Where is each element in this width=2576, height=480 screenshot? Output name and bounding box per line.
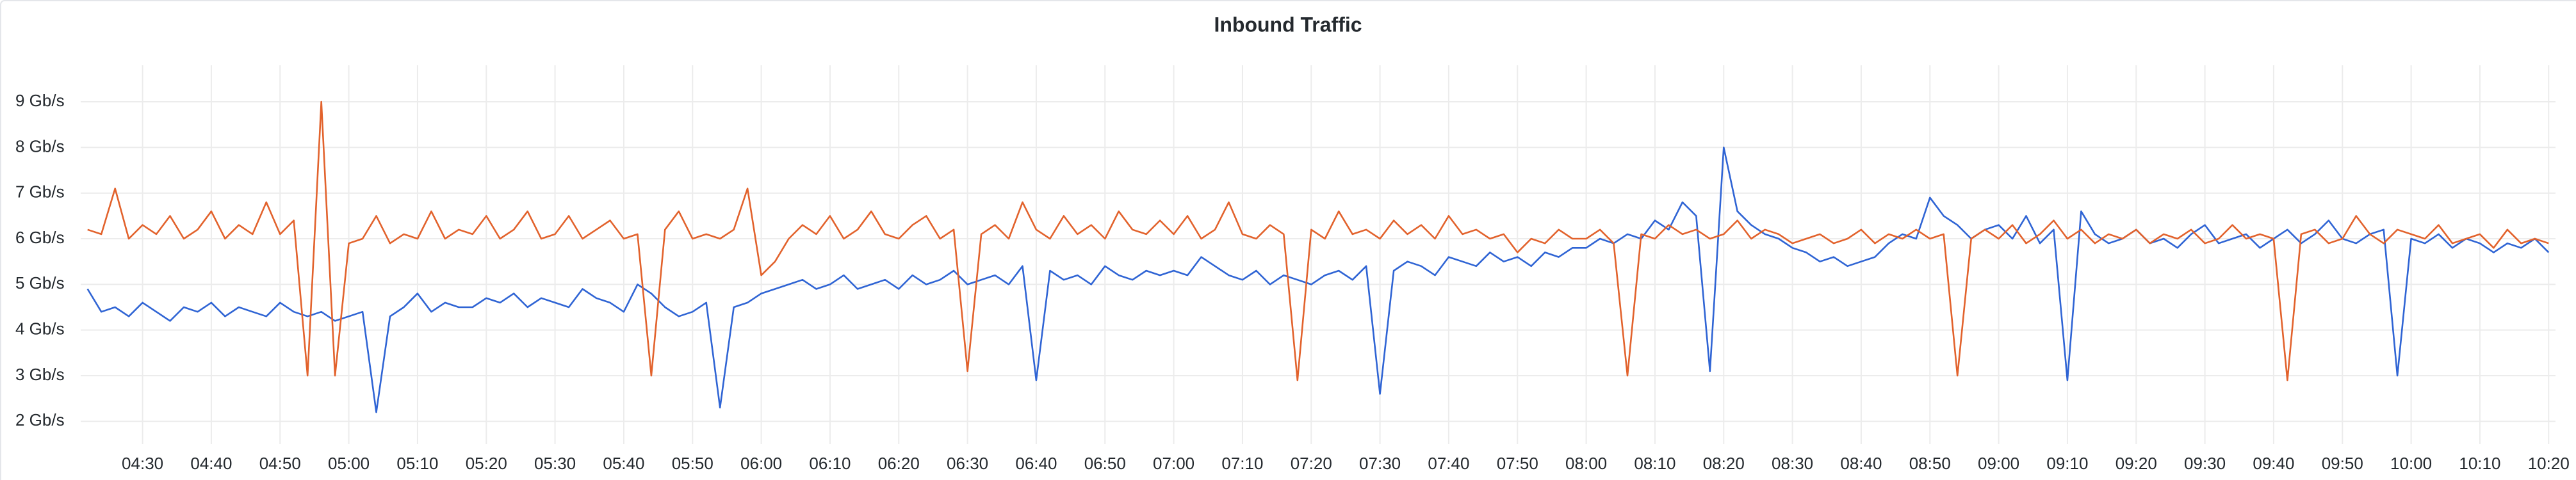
x-tick-label: 09:00 — [1978, 454, 2019, 473]
x-tick-label: 07:30 — [1359, 454, 1401, 473]
x-tick-label: 06:20 — [878, 454, 920, 473]
x-tick-label: 06:30 — [947, 454, 988, 473]
x-tick-label: 09:30 — [2184, 454, 2226, 473]
x-tick-label: 08:10 — [1634, 454, 1675, 473]
x-tick-label: 09:40 — [2253, 454, 2294, 473]
x-tick-label: 10:00 — [2390, 454, 2432, 473]
x-tick-label: 07:00 — [1153, 454, 1194, 473]
x-tick-label: 05:10 — [396, 454, 438, 473]
series-line — [87, 100, 2549, 381]
x-tick-label: 09:10 — [2046, 454, 2088, 473]
x-tick-label: 08:00 — [1565, 454, 1607, 473]
x-tick-label: 06:40 — [1015, 454, 1057, 473]
x-tick-label: 09:20 — [2115, 454, 2157, 473]
x-tick-label: 06:10 — [809, 454, 851, 473]
x-tick-label: 05:40 — [603, 454, 644, 473]
x-tick-label: 07:50 — [1497, 454, 1538, 473]
y-tick-label: 6 Gb/s — [15, 228, 65, 247]
x-tick-label: 07:10 — [1221, 454, 1263, 473]
x-tick-label: 10:10 — [2459, 454, 2500, 473]
x-tick-label: 08:40 — [1840, 454, 1882, 473]
x-tick-label: 07:20 — [1291, 454, 1332, 473]
y-tick-label: 8 Gb/s — [15, 136, 65, 156]
x-tick-label: 08:50 — [1909, 454, 1951, 473]
x-tick-label: 05:30 — [534, 454, 576, 473]
y-tick-label: 2 Gb/s — [15, 410, 65, 429]
y-tick-label: 3 Gb/s — [15, 365, 65, 384]
x-tick-label: 08:20 — [1703, 454, 1745, 473]
y-tick-label: 9 Gb/s — [15, 91, 65, 110]
x-tick-label: 06:50 — [1084, 454, 1126, 473]
x-tick-label: 04:40 — [190, 454, 232, 473]
x-tick-label: 10:20 — [2528, 454, 2570, 473]
y-tick-label: 7 Gb/s — [15, 182, 65, 202]
x-tick-label: 09:50 — [2322, 454, 2363, 473]
x-tick-label: 08:30 — [1772, 454, 1813, 473]
x-tick-label: 04:50 — [259, 454, 301, 473]
x-tick-label: 06:00 — [740, 454, 782, 473]
x-tick-label: 04:30 — [122, 454, 163, 473]
x-tick-label: 05:20 — [466, 454, 507, 473]
chart-title: Inbound Traffic — [1214, 13, 1362, 36]
y-tick-label: 5 Gb/s — [15, 273, 65, 292]
x-tick-label: 05:50 — [672, 454, 713, 473]
y-tick-label: 4 Gb/s — [15, 319, 65, 339]
x-tick-label: 05:00 — [328, 454, 370, 473]
x-tick-label: 07:40 — [1428, 454, 1469, 473]
